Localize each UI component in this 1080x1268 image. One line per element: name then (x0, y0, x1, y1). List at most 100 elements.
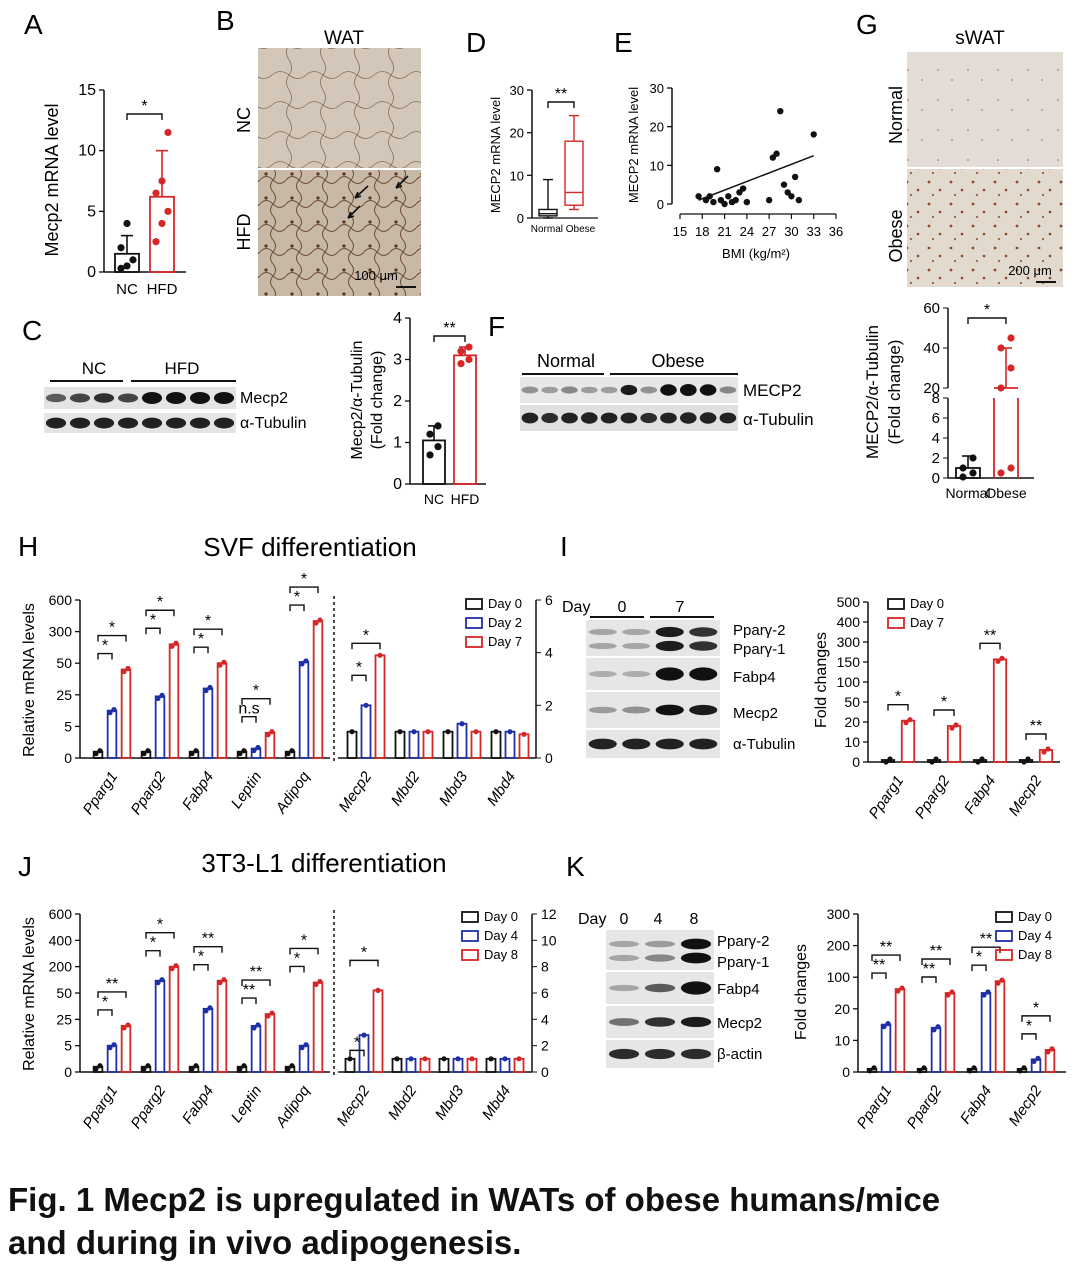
blot-band (580, 412, 598, 424)
panel-g-point-normal (969, 469, 977, 477)
panel-h-left-sig-label: * (301, 571, 307, 588)
panel-g-row-normal: Normal (886, 86, 906, 144)
panel-j-left-sig-label: * (294, 950, 300, 967)
panel-a-sig-bracket (126, 113, 163, 120)
panel-d-y-tick-label: 20 (510, 126, 524, 141)
blot-band (165, 417, 187, 429)
panel-j-left-point (145, 1063, 151, 1069)
panel-c-y-tick-label: 2 (393, 393, 402, 410)
panel-i-band-tubulin: α-Tubulin (733, 736, 795, 753)
panel-h-left-sig-bracket (145, 609, 175, 617)
panel-d-y-tick-label: 0 (517, 211, 524, 226)
panel-c-y-label: Mecp2/α-Tubulin (349, 341, 366, 460)
panel-h-point (521, 731, 527, 737)
panel-j-left-point (217, 980, 223, 986)
panel-i-y-tick-label: 100 (837, 674, 861, 690)
panel-letter-c: C (22, 315, 42, 346)
blot-band (644, 1048, 676, 1060)
blot-tubulin-band-row (44, 413, 236, 433)
panel-j-left-bar-fabp4-day4 (202, 1007, 214, 1073)
panel-i-point (887, 756, 893, 762)
panel-f-band-mecp2: MECP2 (743, 381, 802, 400)
panel-i-sig-label: ** (984, 627, 996, 644)
blot-band (644, 1017, 676, 1027)
blot-band (608, 954, 640, 962)
panel-c-y-label: (Fold change) (369, 351, 386, 450)
panel-i-y-tick-label: 300 (837, 634, 861, 650)
blot-band (69, 417, 91, 429)
panel-f-band-tubulin: α-Tubulin (743, 410, 814, 429)
panel-i-legend-label: Day 7 (910, 615, 944, 630)
panel-j-point (408, 1056, 414, 1062)
panel-c-bar-nc (422, 439, 446, 485)
panel-a-x-tick-label: HFD (147, 281, 178, 298)
panel-letter-d: D (466, 27, 486, 58)
panel-c-group-nc: NC (82, 359, 107, 378)
panel-i-sig-bracket (933, 709, 955, 716)
panel-k-x-tick-label: Pparg1 (854, 1083, 896, 1132)
panel-h-legend-swatch (465, 636, 483, 648)
panel-h-bar-mbd2 (394, 730, 406, 759)
panel-j-left-bar-leptin-day4 (250, 1025, 262, 1073)
panel-g-y-tick-label: 8 (932, 390, 940, 407)
panel-g-point-obese (997, 469, 1005, 477)
panel-j-point (469, 1056, 475, 1062)
blot-band (141, 392, 163, 404)
panel-j-sig-label: * (361, 944, 367, 961)
panel-k-legend-swatch (995, 930, 1013, 942)
panel-j-left-sig-bracket (145, 949, 161, 957)
panel-e-point (695, 193, 702, 200)
panel-j-y-label: Relative mRNA levels (21, 917, 38, 1071)
blot-band (45, 417, 67, 429)
panel-e-x-tick-label: 33 (806, 224, 820, 239)
panel-e-point (765, 196, 773, 204)
panel-k-point (1017, 1068, 1023, 1074)
panel-j-left-y-tick-label: 0 (64, 1064, 72, 1080)
panel-j-right-y-tick-label: 8 (541, 959, 549, 975)
swat-obese-image (907, 169, 1063, 287)
panel-h-left-point (289, 748, 295, 754)
panel-j-point (455, 1056, 461, 1062)
panel-h-legend-label: Day 0 (488, 596, 522, 611)
panel-i-point (1021, 759, 1027, 765)
panel-e-point (721, 200, 728, 208)
panel-k-point (981, 992, 987, 998)
panel-e-x-tick-label: 30 (784, 224, 798, 239)
panel-h-left-point (203, 687, 209, 694)
panel-i-sig-bracket (1025, 733, 1047, 740)
panel-k-point (895, 988, 901, 994)
panel-k-y-tick-label: 100 (827, 969, 851, 985)
panel-i-legend-swatch (887, 617, 905, 629)
panel-c-point-hfd (465, 343, 473, 351)
panel-h-bar-mbd2 (422, 730, 434, 759)
blot-band (189, 417, 211, 429)
panel-h-y-label: Relative mRNA levels (21, 603, 38, 757)
panel-i-day-7: 7 (676, 599, 685, 616)
panel-h-left-point (255, 744, 261, 751)
blot-band (644, 983, 676, 993)
panel-i-point (1025, 756, 1031, 762)
panel-j-left-point (155, 980, 161, 986)
panel-j-left-point (299, 1045, 305, 1051)
panel-h-left-sig-label: * (150, 612, 156, 629)
panel-e-x-tick-label: 18 (695, 224, 709, 239)
panel-g-point-obese (1007, 334, 1015, 342)
panel-h-left-point (141, 751, 147, 757)
panel-j-left-point (303, 1042, 309, 1048)
wat-hfd-image (258, 170, 421, 296)
panel-c-point-nc (434, 422, 442, 430)
panel-a-x-tick-label: NC (116, 281, 138, 298)
panel-a-point-nc (123, 219, 131, 228)
panel-h-left-point (169, 643, 175, 649)
panel-j-left-sig-bracket (97, 1009, 113, 1016)
panel-g-y-tick-label: 4 (932, 430, 940, 447)
panel-h-left-point (111, 707, 117, 713)
panel-c-x-tick-label: NC (424, 491, 444, 507)
panel-h-left-sig-bracket (289, 604, 305, 612)
panel-j-legend-label: Day 4 (484, 928, 518, 943)
panel-i-point (949, 725, 955, 731)
panel-h-point (507, 729, 513, 735)
panel-k-sig-label: * (1033, 1000, 1039, 1017)
panel-j-left-y-tick-label: 600 (49, 906, 73, 922)
panel-j-left-point (169, 966, 175, 972)
